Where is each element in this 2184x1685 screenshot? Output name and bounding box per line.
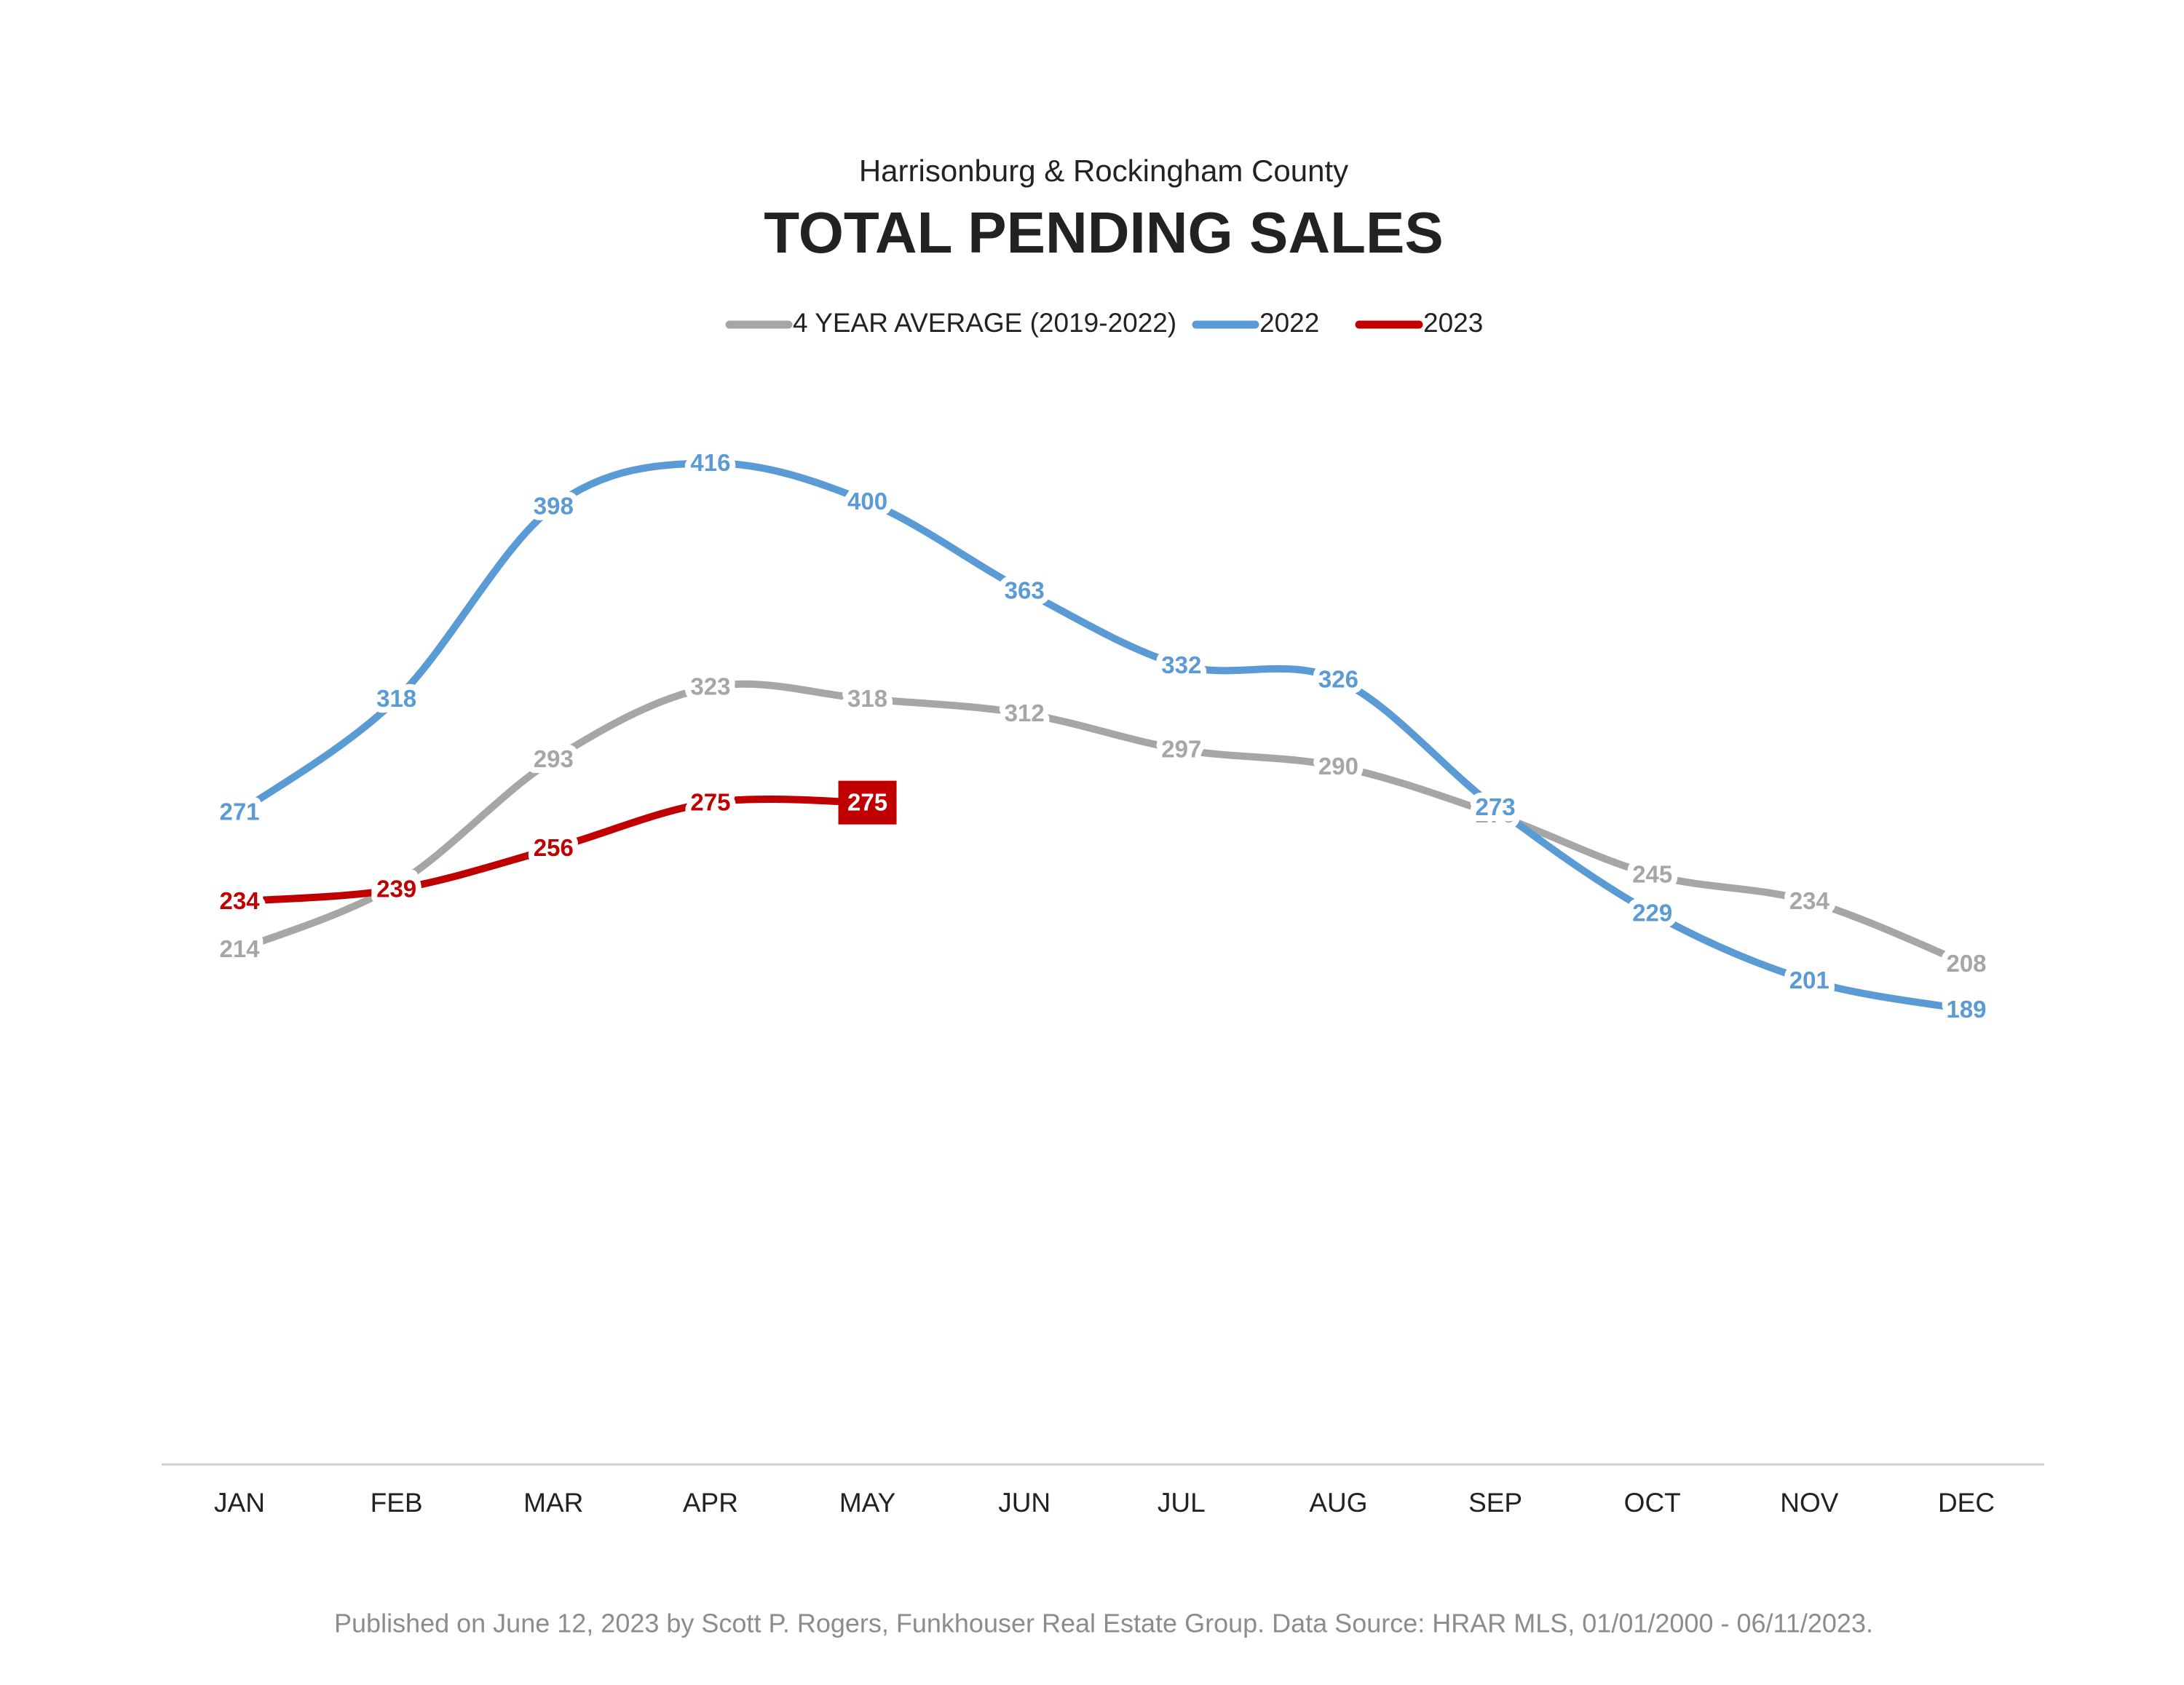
x-tick-label: NOV (1780, 1488, 1839, 1518)
data-label: 312 (1005, 699, 1045, 726)
data-label: 214 (219, 935, 260, 962)
x-tick-label: JAN (214, 1488, 265, 1518)
x-tick-label: AUG (1309, 1488, 1367, 1518)
data-label: 326 (1318, 666, 1358, 693)
data-label: 273 (1476, 793, 1516, 820)
data-label: 208 (1946, 950, 1986, 977)
data-label: 270 (1476, 801, 1516, 828)
data-label: 332 (1161, 651, 1201, 678)
series-line (236, 459, 1970, 1014)
legend-label: 4 YEAR AVERAGE (2019-2022) (793, 308, 1176, 338)
data-label: 234 (219, 887, 260, 914)
x-tick-label: OCT (1624, 1488, 1681, 1518)
x-tick-label: SEP (1468, 1488, 1522, 1518)
data-label: 318 (376, 685, 416, 712)
x-tick-label: DEC (1938, 1488, 1995, 1518)
data-label: 189 (1946, 996, 1986, 1023)
x-tick-label: MAY (839, 1488, 895, 1518)
data-label: 323 (690, 673, 730, 700)
x-tick-label: MAR (523, 1488, 583, 1518)
x-tick-label: APR (683, 1488, 738, 1518)
data-label: 363 (1005, 576, 1045, 603)
data-label: 318 (847, 685, 887, 712)
label-box (838, 780, 897, 825)
footer: Published on June 12, 2023 by Scott P. R… (334, 1609, 1873, 1638)
series-line (236, 796, 871, 905)
data-label: 416 (690, 449, 730, 476)
x-tick-label: JUN (998, 1488, 1051, 1518)
data-label: 290 (1318, 753, 1358, 780)
data-label: 271 (219, 798, 259, 825)
data-label: 293 (534, 745, 574, 772)
x-tick-label: FEB (371, 1488, 423, 1518)
data-label: 239 (376, 875, 416, 902)
series-line (236, 680, 1970, 968)
data-label: 245 (1632, 861, 1672, 888)
chart-subtitle: Harrisonburg & Rockingham County (859, 154, 1348, 188)
data-label: 297 (1161, 736, 1201, 763)
legend-label: 2022 (1259, 308, 1319, 338)
data-label: 229 (1632, 899, 1672, 926)
data-label: 400 (847, 488, 887, 515)
data-label: 241 (376, 871, 416, 897)
data-label: 201 (1789, 967, 1829, 994)
data-label: 275 (847, 788, 887, 815)
data-label: 234 (1789, 887, 1830, 914)
x-tick-label: JUL (1158, 1488, 1206, 1518)
data-label: 256 (534, 834, 574, 861)
data-label: 398 (534, 493, 574, 520)
legend-label: 2023 (1423, 308, 1483, 338)
chart-title: TOTAL PENDING SALES (764, 200, 1443, 265)
data-label: 275 (690, 788, 730, 815)
